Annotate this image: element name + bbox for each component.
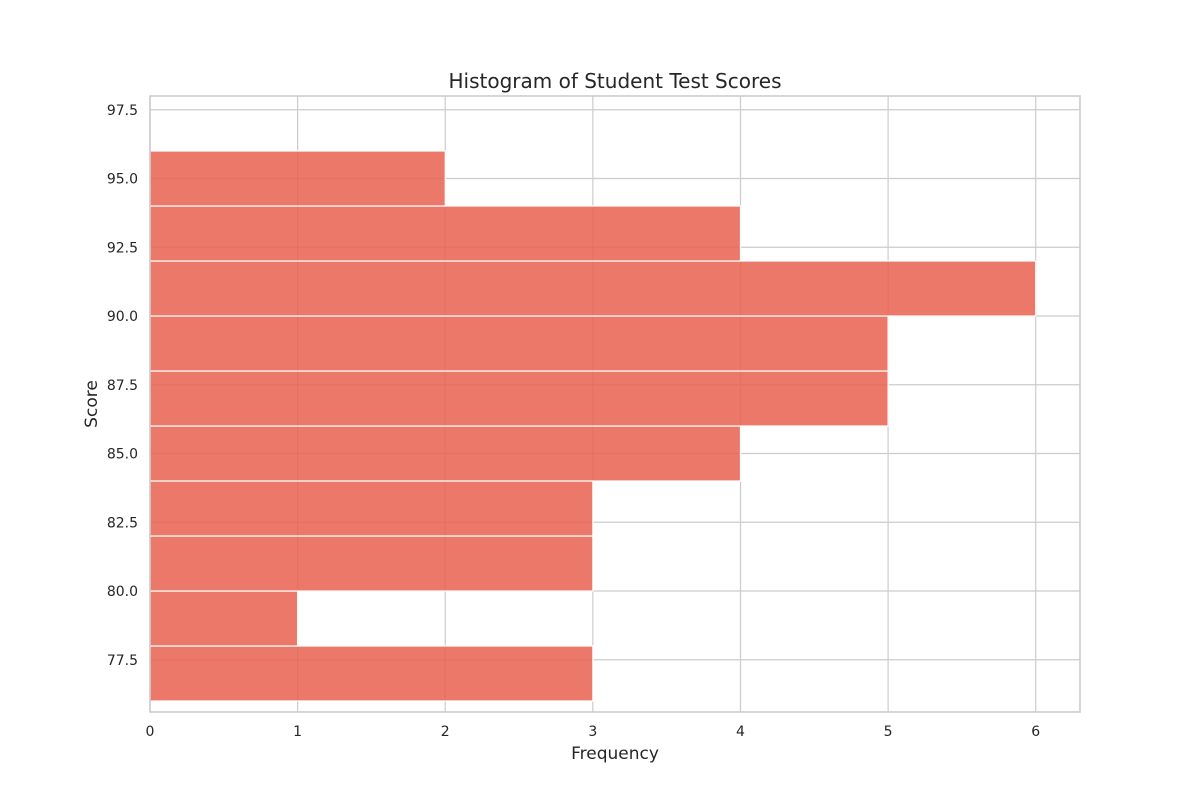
x-tick-label: 0: [146, 724, 155, 740]
histogram-bar: [149, 425, 742, 482]
x-tick-label: 1: [293, 724, 302, 740]
chart-title: Histogram of Student Test Scores: [448, 69, 781, 93]
x-tick-label: 3: [588, 724, 597, 740]
histogram-bar: [149, 480, 594, 537]
histogram-bar: [149, 590, 299, 647]
y-tick-label: 87.5: [107, 378, 138, 394]
y-tick-label: 97.5: [107, 103, 138, 119]
x-tick-label: 4: [736, 724, 745, 740]
y-axis-label: Score: [82, 380, 102, 428]
y-tick-label: 77.5: [107, 653, 138, 669]
histogram-bars: [149, 150, 1037, 702]
histogram-bar: [149, 150, 446, 207]
x-tick-labels: 0 1 2 3 4 5 6: [146, 724, 1041, 740]
x-tick-label: 5: [884, 724, 893, 740]
y-tick-label: 92.5: [107, 240, 138, 256]
y-tick-label: 90.0: [107, 309, 138, 325]
y-tick-labels: 77.5 80.0 82.5 85.0 87.5 90.0 92.5 95.0 97.5: [107, 103, 138, 669]
y-tick-label: 85.0: [107, 447, 138, 463]
histogram-bar: [149, 370, 889, 427]
plot-frame: [149, 95, 1081, 713]
histogram-bar: [149, 645, 594, 702]
x-axis-label: Frequency: [571, 744, 659, 764]
y-tick-label: 95.0: [107, 172, 138, 188]
x-tick-label: 2: [441, 724, 450, 740]
histogram-bar: [149, 535, 594, 592]
y-tick-label: 80.0: [107, 584, 138, 600]
histogram-bar: [149, 260, 1037, 317]
x-tick-label: 6: [1031, 724, 1040, 740]
y-tick-label: 82.5: [107, 515, 138, 531]
histogram-bar: [149, 315, 889, 372]
histogram-bar: [149, 205, 742, 262]
